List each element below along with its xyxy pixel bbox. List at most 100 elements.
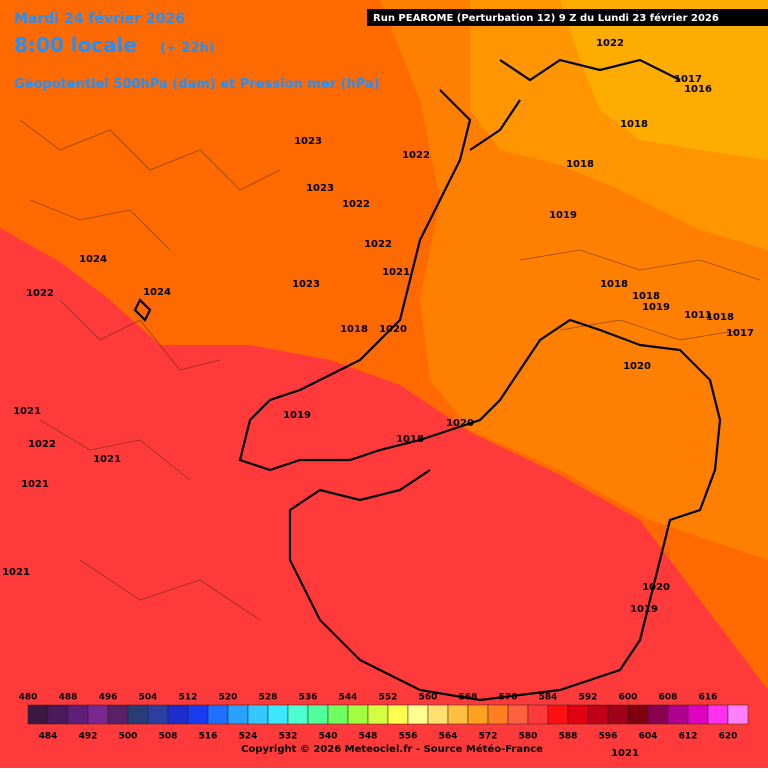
colorbar-label: 488: [59, 693, 78, 703]
pressure-label: 1022: [402, 150, 430, 161]
color-swatch: [707, 704, 729, 725]
color-swatch: [87, 704, 109, 725]
pressure-label: 1018: [600, 279, 628, 290]
color-swatch: [507, 704, 529, 725]
colorbar-label: 516: [199, 732, 218, 742]
zone-568: [560, 0, 768, 160]
pressure-label: 1018: [566, 159, 594, 170]
pressure-label: 1016: [684, 84, 712, 95]
pressure-label: 1024: [143, 287, 171, 298]
color-swatch: [467, 704, 489, 725]
colorbar-label: 568: [459, 693, 478, 703]
colorbar-label: 524: [239, 732, 258, 742]
color-swatch: [307, 704, 329, 725]
colorbar-label: 504: [139, 693, 158, 703]
field-name: Géopotentiel 500hPa (dam) et Pression me…: [14, 77, 380, 92]
color-swatch: [427, 704, 449, 725]
pressure-label: 1022: [364, 239, 392, 250]
color-swatch: [447, 704, 469, 725]
color-swatch: [287, 704, 309, 725]
run-info: Run PEAROME (Perturbation 12) 9 Z du Lun…: [373, 12, 719, 24]
colorbar-label: 560: [419, 693, 438, 703]
colorbar-label: 496: [99, 693, 118, 703]
pressure-label: 1023: [306, 183, 334, 194]
pressure-label: 1018: [632, 291, 660, 302]
lead-time: (+ 22h): [160, 41, 215, 56]
pressure-label: 1019: [642, 302, 670, 313]
colorbar-label: 584: [539, 693, 558, 703]
colorbar-label: 572: [479, 732, 498, 742]
colorbar-label: 512: [179, 693, 198, 703]
color-swatch: [587, 704, 609, 725]
coastline: [238, 89, 722, 702]
colorbar-label: 500: [119, 732, 138, 742]
pressure-label: 1021: [611, 748, 639, 759]
color-swatch: [727, 704, 749, 725]
pressure-label: 1011: [684, 310, 712, 321]
colorbar-label: 588: [559, 732, 578, 742]
borders: [19, 119, 761, 621]
pressure-label: 1020: [623, 361, 651, 372]
colorbar-label: 556: [399, 732, 418, 742]
color-swatch: [207, 704, 229, 725]
colorbar-label: 592: [579, 693, 598, 703]
pressure-label: 1021: [13, 406, 41, 417]
colorbar-label: 616: [699, 693, 718, 703]
pressure-label: 1022: [26, 288, 54, 299]
pressure-label: 1023: [292, 279, 320, 290]
color-swatch: [167, 704, 189, 725]
color-swatch: [187, 704, 209, 725]
pressure-label: 1020: [642, 582, 670, 593]
pressure-label: 1017: [674, 74, 702, 85]
colorbar-label: 536: [299, 693, 318, 703]
pressure-label: 1024: [79, 254, 107, 265]
date: Mardi 24 février 2026: [14, 11, 185, 27]
colorbar-label: 576: [499, 693, 518, 703]
pressure-label: 1018: [396, 434, 424, 445]
pressure-label: 1022: [342, 199, 370, 210]
pressure-label: 1017: [726, 328, 754, 339]
colorbar-label: 620: [719, 732, 738, 742]
color-swatch: [407, 704, 429, 725]
colorbar-label: 608: [659, 693, 678, 703]
colorbar-label: 580: [519, 732, 538, 742]
pressure-label: 1019: [549, 210, 577, 221]
run-box: [367, 9, 768, 26]
color-swatch: [107, 704, 129, 725]
color-swatch: [547, 704, 569, 725]
pressure-label: 1022: [28, 439, 56, 450]
color-swatch: [387, 704, 409, 725]
color-swatch: [607, 704, 629, 725]
color-swatch: [687, 704, 709, 725]
color-swatch: [527, 704, 549, 725]
color-swatch: [327, 704, 349, 725]
colorbar-label: 480: [19, 693, 38, 703]
colorbar-label: 548: [359, 732, 378, 742]
colorbar-label: 528: [259, 693, 278, 703]
color-swatch: [627, 704, 649, 725]
pressure-label: 1018: [706, 312, 734, 323]
colorbar-label: 564: [439, 732, 458, 742]
color-swatch: [347, 704, 369, 725]
pressure-label: 1022: [596, 38, 624, 49]
colorbar-label: 600: [619, 693, 638, 703]
pressure-label: 1018: [620, 119, 648, 130]
pressure-label: 1020: [379, 324, 407, 335]
color-swatch: [647, 704, 669, 725]
color-swatch: [487, 704, 509, 725]
time: 8:00 locale: [14, 33, 137, 57]
colorbar-label: 532: [279, 732, 298, 742]
color-swatch: [267, 704, 289, 725]
pressure-label: 1018: [340, 324, 368, 335]
color-swatch: [367, 704, 389, 725]
pressure-label: 1021: [2, 567, 30, 578]
color-swatch: [47, 704, 69, 725]
colorbar-label: 552: [379, 693, 398, 703]
pressure-label: 1021: [21, 479, 49, 490]
copyright: Copyright © 2026 Meteociel.fr - Source M…: [241, 743, 543, 755]
colorbar-label: 520: [219, 693, 238, 703]
color-swatch: [127, 704, 149, 725]
pressure-label: 1021: [93, 454, 121, 465]
